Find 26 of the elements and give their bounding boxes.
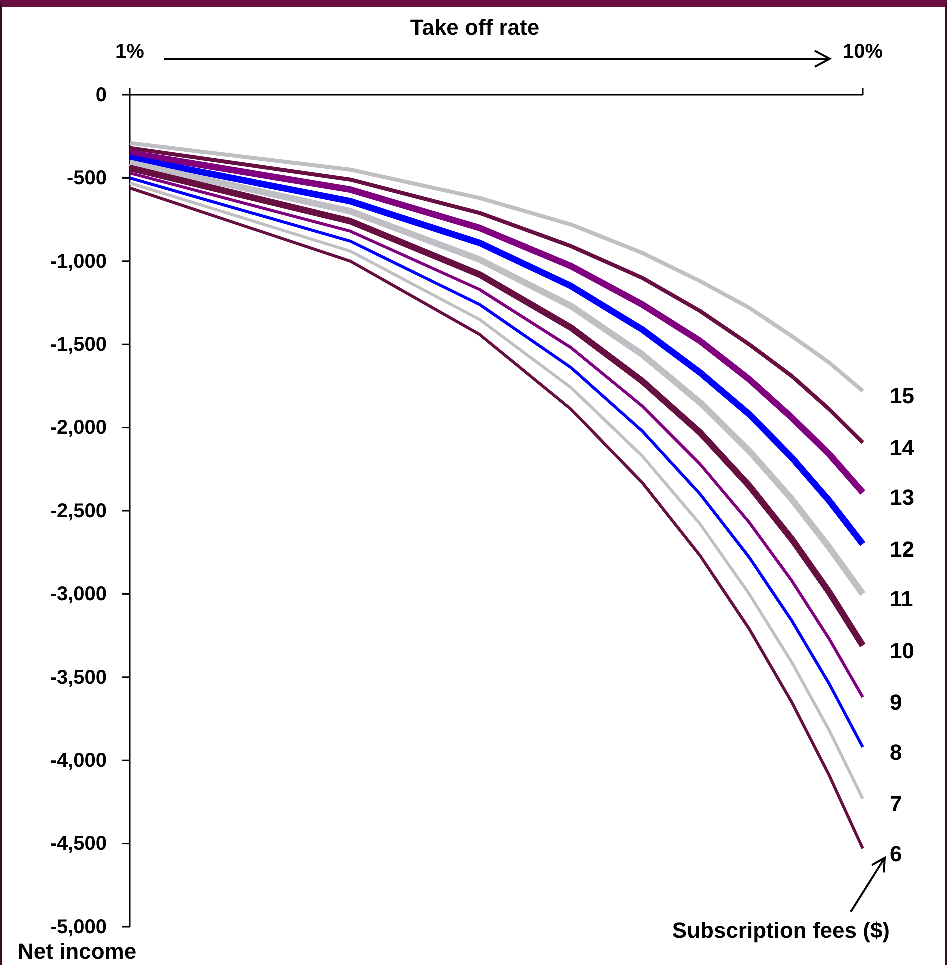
y-tick-label: 0	[96, 84, 107, 106]
series-label: 11	[890, 586, 914, 612]
y-tick-label: -1,500	[50, 334, 107, 356]
x-axis-title: Take off rate	[410, 15, 540, 40]
y-tick-label: -2,000	[50, 417, 107, 440]
series-label: 10	[890, 638, 914, 664]
series-label: 8	[890, 740, 902, 765]
series-label: 14	[890, 435, 916, 460]
y-tick-label: -3,500	[50, 666, 107, 689]
x-tick-label: 10%	[842, 41, 884, 63]
series-label: 15	[890, 384, 914, 409]
y-axis-title: Net income	[18, 939, 137, 964]
y-tick-label: -2,500	[50, 500, 107, 522]
series-label: 7	[890, 791, 902, 816]
x-tick-label: 1%	[116, 41, 145, 63]
series-label: 9	[890, 690, 902, 715]
y-tick-label: -4,500	[50, 833, 107, 856]
legend-title: Subscription fees ($)	[672, 918, 890, 943]
series-label: 6	[890, 841, 902, 866]
y-tick-label: -4,000	[50, 750, 107, 772]
y-tick-label: -3,000	[50, 584, 107, 606]
y-tick-label: -1,000	[50, 250, 107, 273]
series-label: 13	[890, 485, 914, 510]
y-tick-label: -5,000	[50, 916, 107, 938]
y-tick-label: -500	[66, 168, 107, 190]
series-label: 12	[890, 536, 914, 562]
